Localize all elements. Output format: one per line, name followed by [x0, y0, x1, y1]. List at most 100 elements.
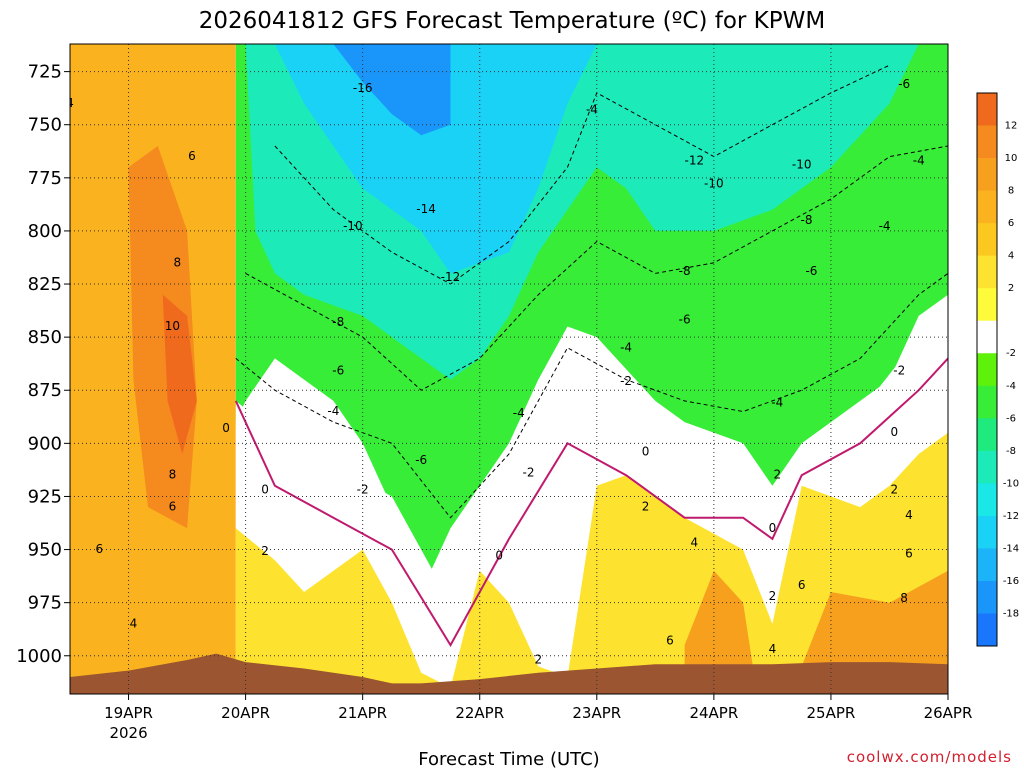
colorbar: 12 10 8 6 4 2 -2 -4 -6 -8 -10 -12 -14 -16 -18 — [976, 92, 1019, 647]
contour-label: 0 — [642, 444, 650, 458]
colorbar-band — [977, 483, 997, 517]
temp-region-late-warm-core — [684, 570, 753, 677]
colorbar-label: -8 — [1006, 446, 1016, 457]
contour-label: -8 — [332, 315, 344, 329]
y-tick-label: 825 — [28, 274, 62, 295]
chart-title: 2026041812 GFS Forecast Temperature (ºC)… — [199, 8, 825, 34]
y-tick-label: 725 — [28, 62, 62, 83]
contour-label: 6 — [169, 500, 177, 514]
colorbar-frame — [976, 92, 998, 647]
colorbar-band — [977, 580, 997, 614]
x-tick-label: 23APR — [572, 704, 621, 722]
colorbar-label: 10 — [1005, 153, 1018, 164]
x-tick-label: 24APR — [689, 704, 738, 722]
colorbar-label: -14 — [1003, 543, 1019, 554]
isotherm-2 — [235, 272, 948, 519]
colorbar-band — [977, 418, 997, 452]
isotherm-1 — [234, 357, 948, 648]
contour-label: 8 — [173, 255, 181, 269]
colorbar-label: 4 — [1008, 251, 1014, 262]
contour-label: -16 — [353, 81, 373, 95]
x-tick-sublabel: 2026 — [109, 724, 147, 742]
contour-label: 6 — [95, 542, 103, 556]
colorbar-label: 2 — [1008, 283, 1014, 294]
contour-label: 4 — [769, 642, 777, 656]
contour-label: -2 — [523, 466, 535, 480]
y-tick-label: 975 — [28, 593, 62, 614]
contour-label: -6 — [332, 364, 344, 378]
contour-label: 6 — [666, 633, 674, 647]
contour-label: -4 — [620, 340, 632, 354]
x-tick-label: 19APR — [104, 704, 153, 722]
colorbar-label: 8 — [1008, 186, 1014, 197]
colorbar-band — [977, 125, 997, 159]
colorbar-label: 6 — [1008, 218, 1014, 229]
colorbar-band — [977, 190, 997, 224]
colorbar-band — [977, 450, 997, 484]
y-tick-label: 800 — [28, 221, 62, 242]
x-tick-label: 21APR — [338, 704, 387, 722]
colorbar-band — [977, 158, 997, 192]
contour-label: -6 — [898, 77, 910, 91]
contour-label: -12 — [685, 153, 705, 167]
colorbar-band — [977, 320, 997, 354]
contour-label: -6 — [805, 264, 817, 278]
colorbar-label: -12 — [1003, 511, 1019, 522]
contour-label: -6 — [415, 453, 427, 467]
contour-label: -4 — [913, 153, 925, 167]
contour-label: 6 — [188, 149, 196, 163]
temp-region-coldest-min — [333, 44, 451, 136]
colorbar-label: -18 — [1003, 608, 1019, 619]
contour-label: -10 — [343, 219, 363, 233]
temp-region-near-freezing-layer — [235, 294, 948, 688]
colorbar-band — [977, 353, 997, 387]
y-tick-label: 1000 — [16, 646, 62, 667]
plot-frame — [69, 43, 949, 695]
source-credit: coolwx.com/models — [847, 748, 1012, 766]
x-tick-label: 26APR — [924, 704, 973, 722]
contour-label: 8 — [900, 591, 908, 605]
y-tick-label: 925 — [28, 486, 62, 507]
colorbar-band — [977, 613, 997, 647]
y-tick-label: 750 — [28, 115, 62, 136]
x-axis: 19APR 2026 20APR 21APR 22APR 23APR 24APR 25APR 2… — [104, 694, 972, 742]
contour-label: -10 — [792, 158, 812, 172]
contour-label: 8 — [169, 468, 177, 482]
contour-label: -4 — [327, 404, 339, 418]
contour-label: 6 — [798, 578, 806, 592]
colorbar-band — [977, 255, 997, 289]
colorbar-label: 12 — [1005, 121, 1018, 132]
contour-label: 4 — [905, 508, 913, 522]
contour-label: 6 — [905, 546, 913, 560]
y-tick-label: 875 — [28, 380, 62, 401]
y-tick-label: 775 — [28, 168, 62, 189]
contour-label: 4 — [66, 96, 74, 110]
temp-region-warm-max — [162, 294, 197, 454]
temp-region-coldest-core — [274, 44, 597, 274]
contour-label: -4 — [513, 406, 525, 420]
x-axis-label: Forecast Time (UTC) — [418, 749, 599, 768]
x-tick-label: 25APR — [807, 704, 856, 722]
contour-label: -8 — [679, 264, 691, 278]
contour-label: 2 — [534, 653, 542, 667]
y-tick-label: 900 — [28, 433, 62, 454]
colorbar-label: -10 — [1003, 478, 1019, 489]
x-tick-label: 22APR — [455, 704, 504, 722]
colorbar-band — [977, 548, 997, 582]
contour-label: -4 — [771, 395, 783, 409]
contour-label: -14 — [416, 202, 436, 216]
contour-label: 4 — [130, 616, 138, 630]
y-axis: 725 750 775 800 825 850 875 900 925 950 975 1000 — [16, 62, 70, 667]
temp-region-low-level-warm — [235, 528, 451, 688]
contour-label: -4 — [586, 102, 598, 116]
contour-label: -6 — [679, 313, 691, 327]
contour-label: -2 — [620, 374, 632, 388]
y-tick-label: 850 — [28, 327, 62, 348]
colorbar-label: -16 — [1003, 576, 1019, 587]
temp-region-late-warm-core-2 — [801, 570, 948, 677]
colorbar-band — [977, 288, 997, 322]
contour-label: 0 — [261, 483, 269, 497]
contour-label: -10 — [704, 177, 724, 191]
colorbar-label: -4 — [1006, 381, 1016, 392]
contour-label: 2 — [261, 544, 269, 558]
